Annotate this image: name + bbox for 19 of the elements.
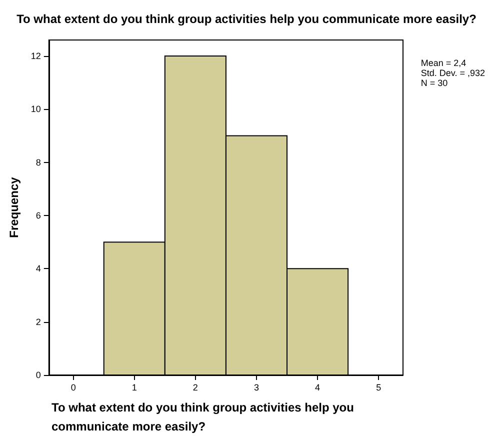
y-tick-label: 12: [30, 50, 41, 61]
x-tick-label: 1: [132, 382, 137, 392]
x-tick-label: 0: [70, 382, 76, 392]
text: Mean = 2,4: [420, 58, 466, 68]
chart-title: To what extent do you think group activities help you communicate more easily?: [16, 12, 476, 26]
text: N = 30: [420, 78, 448, 88]
y-tick-label: 6: [36, 210, 41, 220]
x-tick-label: 5: [376, 382, 382, 392]
y-tick-label: 4: [36, 264, 41, 274]
x-axis-title: To what extent do you think group activities help you communicate more easily?: [52, 400, 358, 434]
y-tick-label: 8: [36, 157, 41, 168]
x-tick-label: 3: [254, 382, 259, 392]
x-tick-label: 2: [192, 382, 198, 392]
x-tick-label: 4: [315, 382, 320, 392]
y-tick-label: 2: [36, 316, 41, 327]
y-tick-label: 0: [36, 370, 41, 380]
text: Std. Dev. = ,932: [420, 68, 486, 78]
y-tick-label: 10: [30, 104, 41, 114]
y-axis-title: Frequency: [7, 176, 21, 238]
